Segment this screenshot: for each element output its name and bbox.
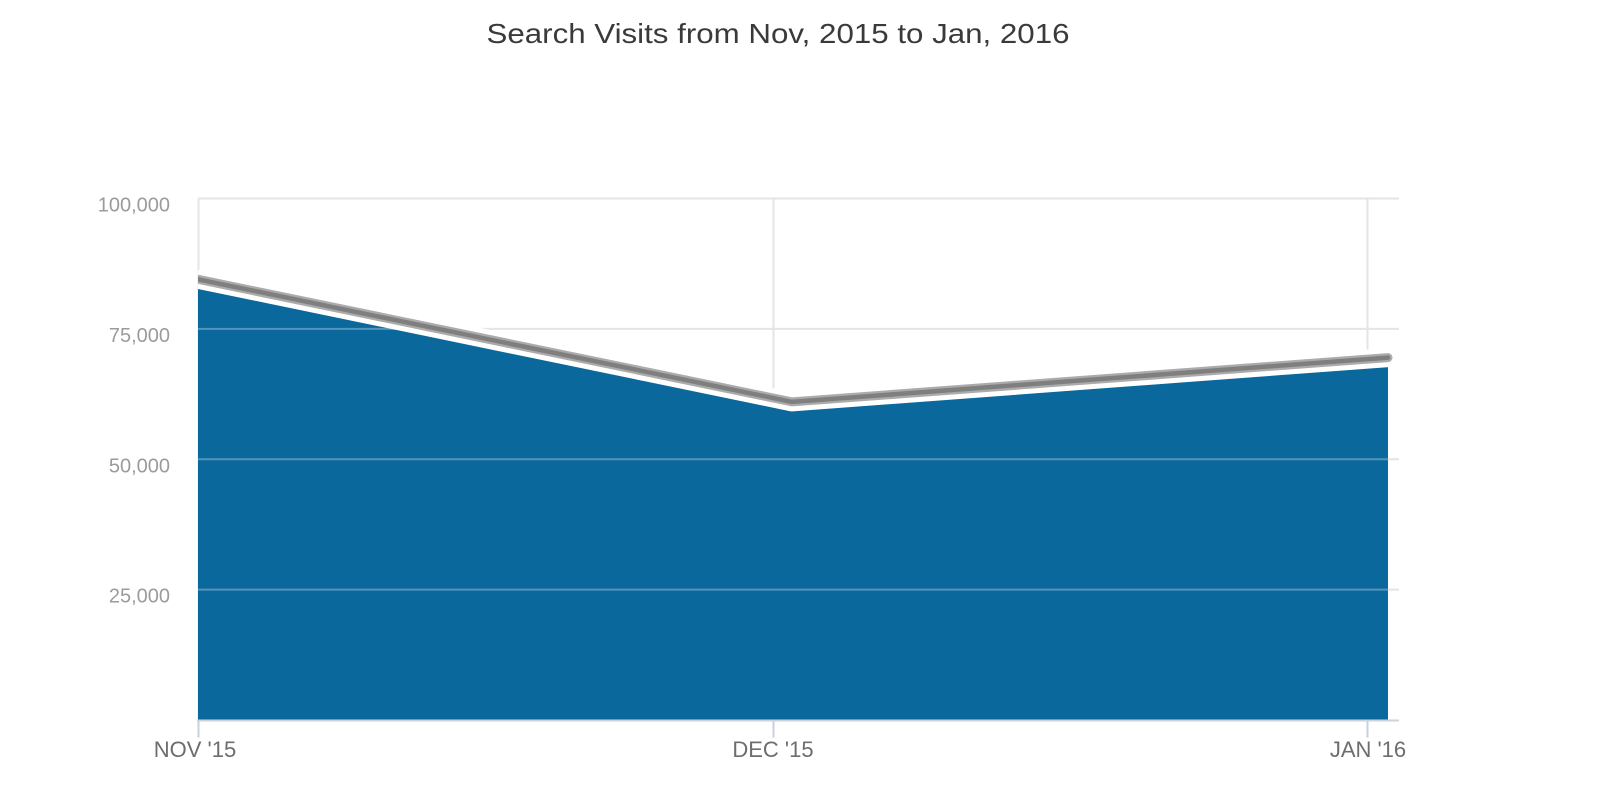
series-line bbox=[198, 277, 1391, 405]
chart-title: Search Visits from Nov, 2015 to Jan, 201… bbox=[487, 18, 1070, 49]
y-axis-label-100000: 100,000 bbox=[98, 195, 170, 217]
x-axis-label-1: DEC '15 bbox=[732, 737, 813, 762]
x-axis bbox=[197, 719, 1399, 738]
x-axis-label-2: JAN '16 bbox=[1330, 737, 1406, 762]
y-axis-label-25000: 25,000 bbox=[109, 586, 170, 608]
search-visits-area bbox=[198, 279, 1388, 720]
y-axis-label-50000: 50,000 bbox=[109, 455, 170, 477]
area-series bbox=[198, 279, 1388, 720]
y-axis-labels: 25,000 50,000 75,000 100,000 bbox=[98, 195, 170, 608]
x-axis-label-0: NOV '15 bbox=[154, 737, 236, 762]
line-series bbox=[198, 269, 1398, 412]
x-axis-labels: NOV '15 DEC '15 JAN '16 bbox=[154, 737, 1406, 762]
y-axis-label-75000: 75,000 bbox=[109, 325, 170, 347]
